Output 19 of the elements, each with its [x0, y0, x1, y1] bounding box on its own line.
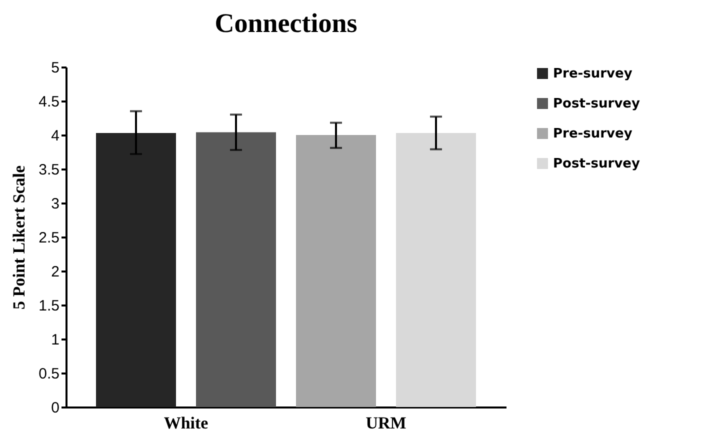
legend-label: Pre-survey [553, 126, 633, 142]
y-tick-label: 3 [51, 196, 60, 212]
legend-label: Pre-survey [553, 66, 633, 82]
y-axis-title: 5 Point Likert Scale [10, 165, 29, 310]
y-tick-label: 3.5 [38, 162, 60, 178]
y-tick-label: 0 [51, 400, 60, 416]
legend-label: Post-survey [553, 156, 640, 172]
x-tick-label: White [164, 414, 209, 432]
x-tick-label: URM [366, 414, 406, 432]
y-tick-label: 4 [51, 128, 60, 144]
y-tick-label: 0.5 [38, 366, 60, 382]
y-tick-label: 2.5 [38, 230, 60, 246]
legend-label: Post-survey [553, 96, 640, 112]
y-tick-label: 1.5 [38, 298, 60, 314]
y-tick-label: 2 [51, 264, 60, 280]
chart-title: Connections [214, 8, 358, 38]
y-tick-label: 5 [51, 60, 60, 76]
y-tick-label: 1 [51, 332, 60, 348]
y-tick-label: 4.5 [38, 94, 60, 110]
